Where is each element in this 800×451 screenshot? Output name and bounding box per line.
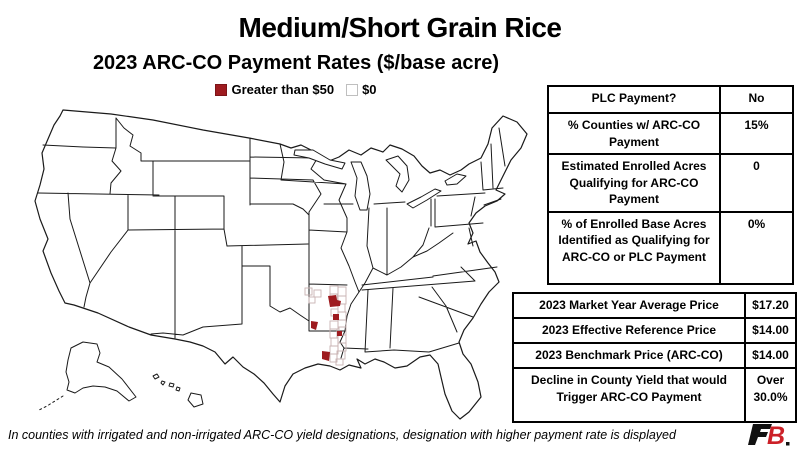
svg-text:B: B <box>767 422 785 448</box>
lake-huron <box>385 155 410 193</box>
state-borders <box>37 117 506 359</box>
summary-value: 15% <box>719 111 794 156</box>
legend-label: Greater than $50 <box>231 82 335 97</box>
highlighted-county <box>337 331 342 336</box>
lake-ontario <box>444 173 467 186</box>
table-row: 2023 Market Year Average Price $17.20 <box>512 292 797 319</box>
summary-label: PLC Payment? <box>547 85 721 114</box>
table-row: Estimated Enrolled Acres Qualifying for … <box>547 153 794 213</box>
great-lakes <box>293 149 467 211</box>
price-label: 2023 Effective Reference Price <box>512 317 746 344</box>
county-grid <box>304 285 347 366</box>
legend: Greater than $50 $0 <box>0 82 592 97</box>
farm-bureau-logo-icon: B <box>748 422 790 448</box>
legend-label: $0 <box>362 82 377 97</box>
price-label: 2023 Benchmark Price (ARC-CO) <box>512 342 746 369</box>
summary-label: % of Enrolled Base Acres Identified as Q… <box>547 210 721 285</box>
table-row: % of Enrolled Base Acres Identified as Q… <box>547 210 794 285</box>
highlighted-county <box>311 321 318 330</box>
lake-erie <box>406 188 442 209</box>
price-label: 2023 Market Year Average Price <box>512 292 746 319</box>
lake-superior <box>293 149 346 170</box>
summary-value: 0% <box>719 210 794 285</box>
summary-label: Estimated Enrolled Acres Qualifying for … <box>547 153 721 213</box>
summary-value: 0 <box>719 153 794 213</box>
red-swatch-icon <box>215 83 228 96</box>
price-value: $14.00 <box>744 317 797 344</box>
white-swatch-icon <box>346 83 359 96</box>
table-row: % Counties w/ ARC-CO Payment 15% <box>547 111 794 156</box>
legend-item-greater-50: Greater than $50 <box>215 82 334 97</box>
summary-value: No <box>719 85 794 114</box>
table-row: 2023 Effective Reference Price $14.00 <box>512 317 797 344</box>
summary-label: % Counties w/ ARC-CO Payment <box>547 111 721 156</box>
lake-michigan <box>350 161 371 211</box>
price-label: Decline in County Yield that would Trigg… <box>512 367 746 423</box>
highlighted-counties <box>311 295 342 361</box>
highlighted-county <box>333 314 339 320</box>
price-value: $14.00 <box>744 342 797 369</box>
alaska-inset <box>38 341 137 411</box>
page-title: Medium/Short Grain Rice <box>238 12 563 43</box>
price-value: Over 30.0% <box>744 367 797 423</box>
footnote: In counties with irrigated and non-irrig… <box>8 428 676 442</box>
map-subtitle: 2023 ARC-CO Payment Rates ($/base acre) <box>92 52 500 74</box>
price-value: $17.20 <box>744 292 797 319</box>
hawaii-inset <box>152 373 204 408</box>
highlighted-county <box>328 295 341 307</box>
summary-table: PLC Payment? No % Counties w/ ARC-CO Pay… <box>547 85 794 285</box>
highlighted-county <box>322 351 330 361</box>
legend-item-zero: $0 <box>346 82 377 97</box>
table-row: PLC Payment? No <box>547 85 794 114</box>
table-row: 2023 Benchmark Price (ARC-CO) $14.00 <box>512 342 797 369</box>
price-table: 2023 Market Year Average Price $17.20 20… <box>512 292 797 423</box>
us-county-map <box>34 109 528 420</box>
table-row: Decline in County Yield that would Trigg… <box>512 367 797 423</box>
